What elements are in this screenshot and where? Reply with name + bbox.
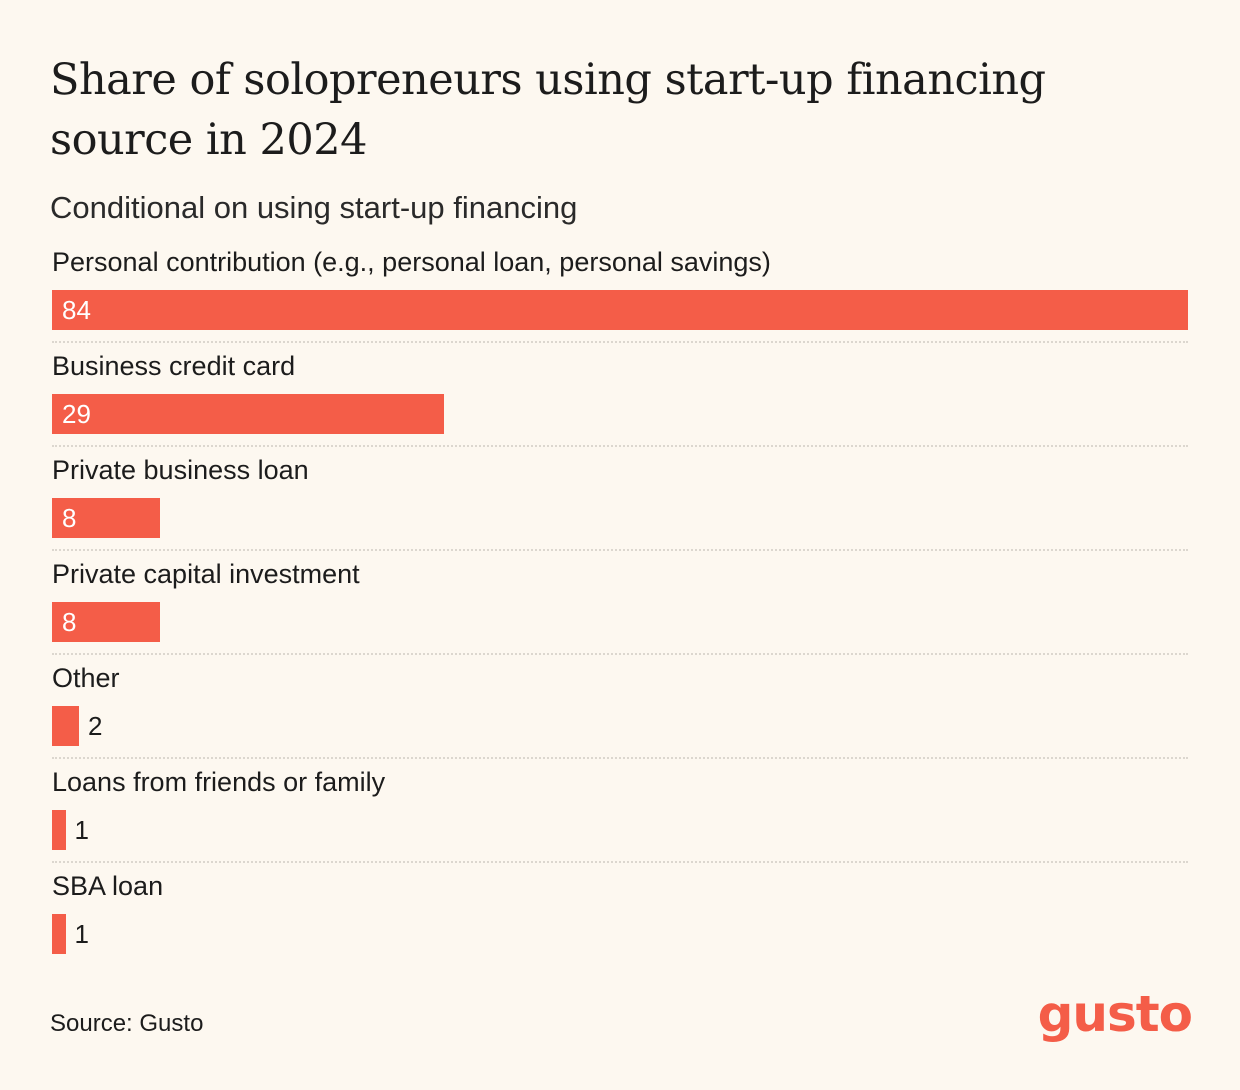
data-label: 84	[62, 295, 91, 325]
data-label: 2	[88, 711, 103, 741]
category-label: Loans from friends or family	[52, 767, 386, 797]
category-label: Private capital investment	[52, 559, 360, 589]
bar	[52, 810, 66, 850]
row-divider	[52, 757, 1188, 759]
bar-row: Private business loan 8	[52, 453, 1188, 557]
data-label: 1	[74, 815, 89, 845]
bar	[52, 706, 80, 746]
bar-row: Other 2	[52, 661, 1188, 765]
data-label: 8	[62, 503, 77, 533]
bar-row: Personal contribution (e.g., personal lo…	[52, 245, 1188, 349]
category-label: Personal contribution (e.g., personal lo…	[52, 247, 771, 277]
data-label: 8	[62, 607, 77, 637]
category-label: SBA loan	[52, 871, 164, 901]
category-label: Business credit card	[52, 351, 296, 381]
row-divider	[52, 549, 1188, 551]
bar-row: SBA loan 1	[52, 869, 1188, 973]
data-label: 29	[62, 399, 91, 429]
bar-row: Loans from friends or family 1	[52, 765, 1188, 869]
row-divider	[52, 653, 1188, 655]
category-label: Other	[52, 663, 120, 693]
chart-title: Share of solopreneurs using start-up fin…	[50, 55, 1046, 165]
bar-row: Business credit card 29	[52, 349, 1188, 453]
bar	[52, 498, 161, 538]
bar-row: Private capital investment 8	[52, 557, 1188, 661]
bar	[52, 914, 66, 954]
row-divider	[52, 341, 1188, 343]
bar	[52, 602, 161, 642]
category-label: Private business loan	[52, 455, 309, 485]
bar	[52, 290, 1188, 330]
bar	[52, 394, 445, 434]
row-divider	[52, 861, 1188, 863]
data-label: 1	[74, 919, 89, 949]
source-note: Source: Gusto	[50, 1010, 204, 1037]
gusto-logo: gusto	[1037, 985, 1193, 1043]
row-divider	[52, 445, 1188, 447]
chart-subtitle: Conditional on using start-up financing	[50, 190, 578, 225]
